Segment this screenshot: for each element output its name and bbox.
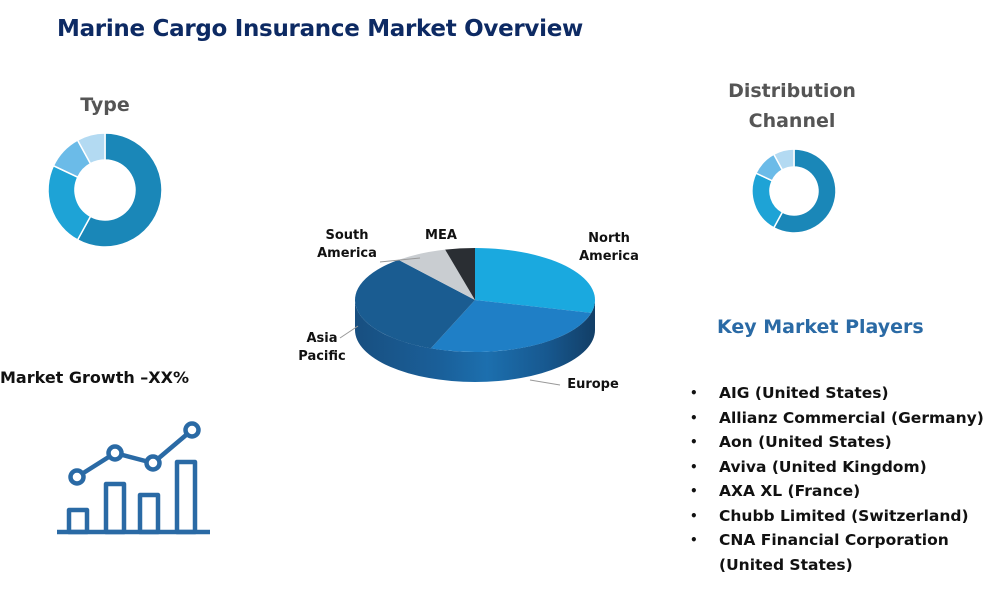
distribution-chart-title: Distribution Channel [712,76,872,136]
list-item: AXA XL (France) [690,479,984,504]
market-growth-label: Market Growth –XX% [0,368,189,387]
list-item: Chubb Limited (Switzerland) [690,504,984,529]
key-players-list: AIG (United States) Allianz Commercial (… [690,381,984,577]
label-text: America [317,246,377,261]
label-text: America [579,249,639,264]
label-europe: Europe [567,377,619,392]
label-text: North [588,231,630,246]
distribution-title-line1: Distribution [728,80,856,102]
list-item: CNA Financial Corporation [690,528,984,553]
label-text: Pacific [298,349,346,364]
label-asia-pacific: Asia Pacific [292,330,352,366]
list-item: Allianz Commercial (Germany) [690,406,984,431]
label-north-america: North America [574,230,644,266]
list-item: AIG (United States) [690,381,984,406]
list-item-continuation: (United States) [719,555,853,574]
key-players-title: Key Market Players [717,316,924,338]
distribution-title-line2: Channel [748,110,836,132]
label-south-america: South America [312,227,382,263]
label-mea: MEA [425,228,457,243]
type-chart-title: Type [80,94,130,116]
label-text: Asia [306,331,338,346]
distribution-donut-chart [751,148,837,234]
type-donut-chart [47,132,163,248]
page-title: Marine Cargo Insurance Market Overview [57,16,583,42]
list-item: Aon (United States) [690,430,984,455]
label-text: South [325,228,369,243]
bar-line-growth-icon [57,421,210,535]
list-item: Aviva (United Kingdom) [690,455,984,480]
